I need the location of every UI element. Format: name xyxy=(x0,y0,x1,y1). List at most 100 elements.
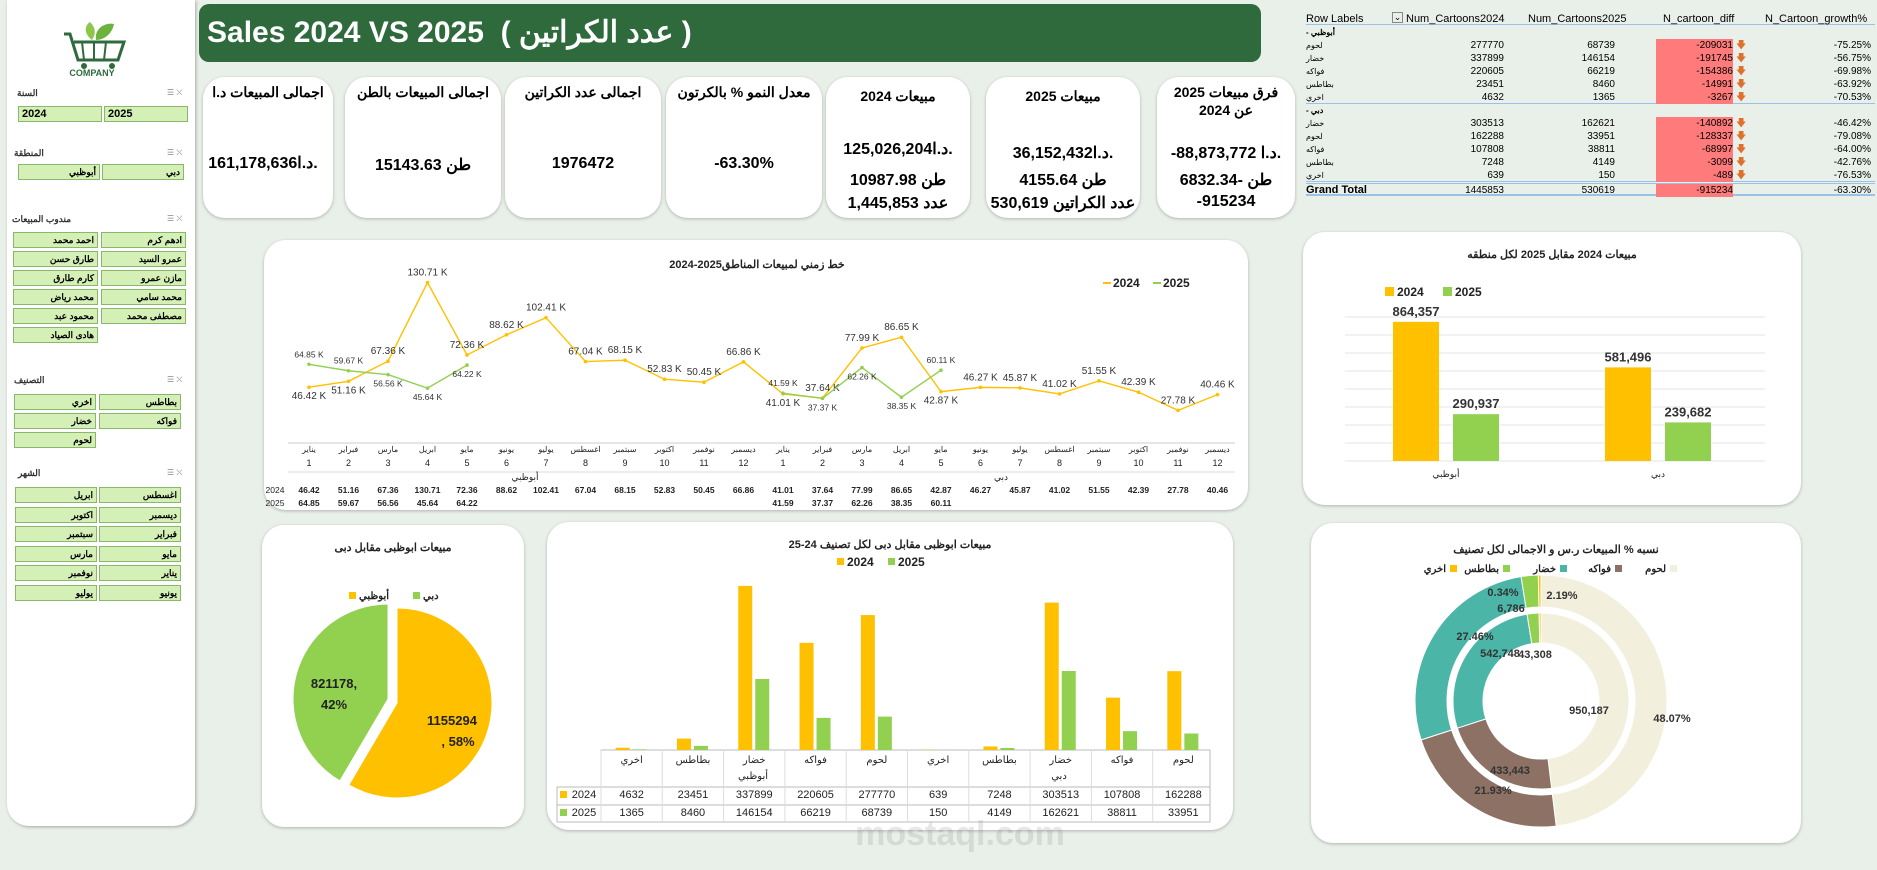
bar xyxy=(1061,671,1076,750)
x-tick-label: نوفمبر xyxy=(692,445,715,454)
slicer-item[interactable]: محمد رياض xyxy=(13,289,98,305)
legend-swatch xyxy=(1503,565,1510,572)
slicer-item[interactable]: محمد سامي xyxy=(101,289,186,305)
data-point xyxy=(386,359,390,363)
bar xyxy=(632,749,647,750)
slicer-item[interactable]: عمرو السيد xyxy=(101,251,186,267)
slicer-item[interactable]: كارم طارق xyxy=(13,270,98,286)
slicer-item[interactable]: اغسطس xyxy=(99,487,181,503)
slicer-item[interactable]: اخري xyxy=(14,394,96,410)
slicer-item[interactable]: سبتمبر xyxy=(15,526,97,542)
slicer-item[interactable]: مايو xyxy=(99,545,181,562)
clear-filter-icon[interactable]: ☰ ⛌ xyxy=(167,214,183,223)
table-cell: 62.26 xyxy=(851,498,873,508)
slicer-item[interactable]: يونيو xyxy=(99,584,181,601)
legend-label: 2024 xyxy=(1113,276,1140,290)
data-point xyxy=(307,362,311,367)
pivot-total-row: Grand Total 1445853 530619 -915234 -63.30% xyxy=(1306,183,1875,197)
pivot-cell: 8460 xyxy=(1592,79,1615,90)
table-cell: 37.37 xyxy=(812,498,834,508)
data-label: 864,357 xyxy=(1393,304,1440,319)
pivot-cell: -70.53% xyxy=(1833,92,1871,103)
data-label: 64.22 K xyxy=(452,369,482,379)
slicer-item[interactable]: ابريل xyxy=(15,487,97,503)
x-tick-label: يناير xyxy=(301,445,316,454)
slicer-item[interactable]: مارس xyxy=(15,545,97,562)
slicer-item[interactable]: ديسمبر xyxy=(99,506,181,523)
x-tick-number: 8 xyxy=(583,458,588,468)
x-tick-number: 1 xyxy=(780,458,785,468)
pie-label: , 58% xyxy=(441,734,475,749)
chart-title: خط زمني لمبيعات المناطق2025-2024 xyxy=(669,259,845,272)
series-line-2024 xyxy=(308,281,1218,412)
data-label: 38.35 K xyxy=(887,401,917,411)
slicer-item[interactable]: محمود عبد xyxy=(13,308,98,324)
slicer-item[interactable]: احمد محمد xyxy=(13,232,98,248)
table-cell: 8460 xyxy=(681,807,705,819)
kpi-title: مبيعات 2024 xyxy=(860,88,936,104)
slicer-item[interactable]: فبراير xyxy=(99,526,181,542)
x-tick-number: 9 xyxy=(622,458,627,468)
slicer-item[interactable]: يناير xyxy=(99,565,181,581)
slicer-item[interactable]: مصطفى محمد xyxy=(101,308,186,324)
clear-filter-icon[interactable]: ☰ ⛌ xyxy=(167,148,183,157)
bar xyxy=(1106,697,1121,750)
slicer-item[interactable]: لحوم xyxy=(14,432,96,448)
x-tick-label: دبي xyxy=(1651,469,1665,479)
pivot-group-row: أبوظبي - xyxy=(1306,26,1875,39)
x-group-label: أبوظبي xyxy=(511,470,538,483)
slicer-item[interactable]: اكتوبر xyxy=(15,506,97,523)
pivot-row: اخري 4632 1365 -3267 🡇 -70.53% xyxy=(1306,91,1875,104)
slicer-item[interactable]: خضار xyxy=(14,413,96,429)
slicer-item[interactable]: ادهم كرم xyxy=(101,232,186,248)
kpi-card-total-sales: اجمالى المبيعات د.ا 161,178,636د.ا. xyxy=(203,77,333,218)
pivot-cell: 303513 xyxy=(1470,118,1504,129)
table-cell: 67.36 xyxy=(377,485,399,495)
pivot-cell: Num_Cartoons2024 xyxy=(1406,13,1505,25)
slicer-item[interactable]: طارق حسن xyxy=(13,251,98,267)
clear-filter-icon[interactable]: ☰ ⛌ xyxy=(167,88,183,97)
table-cell: 77.99 xyxy=(851,485,873,495)
slicer-item[interactable]: مازن عمرو xyxy=(101,270,186,286)
kpi-card-sales-2025: مبيعات 2025 36,152,432د.ا. طن 4155.64 عد… xyxy=(986,77,1140,218)
data-label: 239,682 xyxy=(1665,404,1712,419)
table-cell: 64.85 xyxy=(298,498,320,508)
slicer-item[interactable]: أبوظبي xyxy=(18,164,100,180)
series-line-2025 xyxy=(308,363,942,400)
pivot-row: لحوم 277770 68739 -209031 🡇 -75.25% xyxy=(1306,39,1875,52)
table-cell: 150 xyxy=(929,807,947,819)
slicer-item[interactable]: 2024 xyxy=(18,106,102,122)
bar xyxy=(1453,414,1499,461)
slicer-item[interactable]: دبي xyxy=(102,164,184,180)
table-row-label: 2024 xyxy=(572,789,596,801)
slicer-item[interactable]: 2025 xyxy=(104,106,188,122)
clear-filter-icon[interactable]: ☰ ⛌ xyxy=(167,468,183,477)
x-tick-number: 11 xyxy=(699,458,708,468)
x-tick-number: 2 xyxy=(820,458,825,468)
slicer-item[interactable]: فواكه xyxy=(99,413,181,429)
pivot-cell: 220605 xyxy=(1470,66,1504,77)
clear-filter-icon[interactable]: ☰ ⛌ xyxy=(167,375,183,384)
pivot-cell: دبي - xyxy=(1306,106,1324,115)
bar xyxy=(738,585,753,750)
data-label: 27.78 K xyxy=(1161,395,1196,406)
pivot-cell: -46.42% xyxy=(1833,118,1871,129)
slicer-item[interactable]: يوليو xyxy=(15,584,97,601)
bar xyxy=(755,679,770,750)
slicer-item[interactable]: نوفمبر xyxy=(15,565,97,581)
donut-outer-slice xyxy=(1540,574,1668,827)
slicer-item[interactable]: هادى الصياد xyxy=(13,327,98,343)
pivot-cell: 150 xyxy=(1598,170,1615,181)
x-tick-number: 9 xyxy=(1096,458,1101,468)
data-label: 52.83 K xyxy=(647,364,682,375)
data-label: 56.56 K xyxy=(373,379,403,389)
table-cell: 303513 xyxy=(1042,789,1079,801)
pivot-cell: 7248 xyxy=(1481,157,1504,168)
data-point xyxy=(1018,386,1022,390)
slicer-item[interactable]: بطاطس xyxy=(99,394,181,410)
kpi-value-count: عدد الكراتين 530,619 xyxy=(990,195,1136,212)
x-tick-label: يناير xyxy=(775,445,790,454)
pivot-cell: 530619 xyxy=(1581,185,1615,196)
legend-swatch xyxy=(1560,565,1567,572)
